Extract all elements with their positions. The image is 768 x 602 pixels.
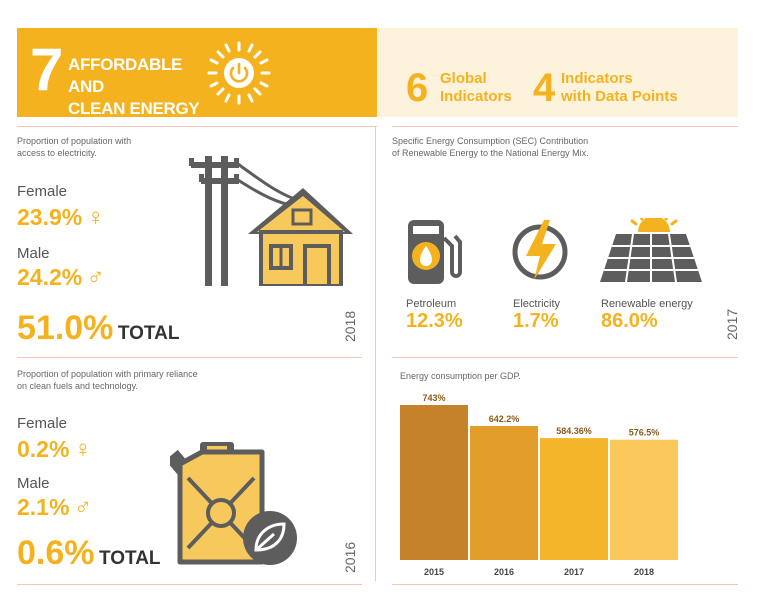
global-label-line2: Indicators bbox=[440, 88, 512, 105]
male-label: Male bbox=[17, 245, 50, 262]
divider bbox=[392, 126, 738, 127]
fuel-can-leaf-icon bbox=[170, 442, 297, 565]
source-value: 12.3% bbox=[406, 310, 463, 332]
female-symbol-icon: ♀ bbox=[73, 436, 92, 463]
male-label: Male bbox=[17, 475, 50, 492]
solar-panel-icon bbox=[600, 218, 702, 283]
year-label: 2018 bbox=[342, 310, 358, 342]
source-label: Renewable energy bbox=[601, 298, 693, 310]
global-label-line1: Global bbox=[440, 70, 487, 87]
total-stat: 51.0% TOTAL bbox=[17, 310, 179, 346]
bar-value-label: 584.36% bbox=[556, 426, 592, 436]
source-petroleum: Petroleum 12.3% bbox=[406, 298, 463, 333]
total-stat: 0.6% TOTAL bbox=[17, 535, 161, 571]
source-electricity: Electricity 1.7% bbox=[513, 298, 560, 333]
bar-value-label: 642.2% bbox=[489, 414, 520, 424]
divider bbox=[392, 357, 738, 358]
desc-line: Specific Energy Consumption (SEC) Contri… bbox=[392, 136, 589, 146]
female-label: Female bbox=[17, 183, 68, 200]
male-symbol-icon: ♂ bbox=[86, 264, 105, 291]
category-label: 2018 bbox=[634, 567, 654, 577]
goal-number: 7 bbox=[30, 36, 64, 103]
bar-value-label: 576.5% bbox=[629, 428, 660, 438]
male-symbol-icon: ♂ bbox=[73, 494, 92, 521]
electricity-access-desc: Proportion of population with access to … bbox=[17, 135, 131, 159]
energy-per-gdp-chart: 743% 2015 642.2% 2016 584.36% 2017 576.5% 2018 bbox=[400, 393, 678, 577]
desc-line: Proportion of population with primary re… bbox=[17, 369, 198, 379]
bar-value-label: 743% bbox=[422, 393, 445, 403]
divider bbox=[392, 584, 738, 585]
chart-title: Energy consumption per GDP. bbox=[400, 371, 521, 381]
bar-2018 bbox=[610, 439, 678, 560]
data-indicators-count: 4 bbox=[533, 66, 556, 110]
female-value: 23.9% bbox=[17, 204, 83, 230]
male-value: 2.1% bbox=[17, 494, 70, 520]
total-value: 0.6% bbox=[17, 534, 95, 572]
female-stat: 0.2% ♀ bbox=[17, 436, 92, 464]
source-label: Petroleum bbox=[406, 298, 457, 310]
column-divider bbox=[375, 126, 376, 581]
male-value: 24.2% bbox=[17, 264, 83, 290]
total-value: 51.0% bbox=[17, 309, 114, 347]
source-value: 86.0% bbox=[601, 310, 658, 332]
divider bbox=[17, 357, 362, 358]
data-label-line1: Indicators bbox=[561, 70, 633, 87]
clean-fuels-desc: Proportion of population with primary re… bbox=[17, 368, 198, 392]
category-label: 2017 bbox=[564, 567, 584, 577]
male-stat: 2.1% ♂ bbox=[17, 494, 92, 522]
male-stat: 24.2% ♂ bbox=[17, 264, 105, 292]
source-label: Electricity bbox=[513, 298, 561, 310]
global-indicators-count: 6 bbox=[406, 66, 429, 110]
energy-mix-desc: Specific Energy Consumption (SEC) Contri… bbox=[392, 135, 589, 159]
bar-2017 bbox=[540, 438, 608, 560]
female-label: Female bbox=[17, 415, 68, 432]
divider bbox=[17, 584, 362, 585]
female-value: 0.2% bbox=[17, 436, 70, 462]
desc-line: access to electricity. bbox=[17, 148, 97, 158]
bar-2016 bbox=[470, 426, 538, 560]
source-value: 1.7% bbox=[513, 310, 559, 332]
female-symbol-icon: ♀ bbox=[86, 204, 105, 231]
goal-title: AFFORDABLE AND CLEAN ENERGY bbox=[68, 54, 208, 120]
fuel-pump-icon bbox=[408, 220, 462, 284]
total-label: TOTAL bbox=[98, 548, 161, 569]
divider bbox=[17, 126, 377, 127]
indicators-banner bbox=[377, 28, 738, 117]
lightning-icon bbox=[512, 220, 568, 280]
goal-title-line1: AFFORDABLE AND bbox=[68, 55, 183, 96]
data-indicators-label: Indicators with Data Points bbox=[561, 70, 678, 106]
desc-line: Proportion of population with bbox=[17, 136, 132, 146]
total-label: TOTAL bbox=[117, 323, 180, 344]
desc-line: of Renewable Energy to the National Ener… bbox=[392, 148, 589, 158]
source-renewable: Renewable energy 86.0% bbox=[601, 298, 693, 333]
year-label: 2017 bbox=[724, 308, 740, 340]
goal-banner bbox=[17, 28, 377, 117]
goal-title-line2: CLEAN ENERGY bbox=[68, 99, 200, 118]
category-label: 2016 bbox=[494, 567, 514, 577]
data-label-line2: with Data Points bbox=[561, 88, 678, 105]
desc-line: on clean fuels and technology. bbox=[17, 381, 138, 391]
bar-2015 bbox=[400, 405, 468, 560]
female-stat: 23.9% ♀ bbox=[17, 204, 105, 232]
sun-power-icon bbox=[207, 41, 271, 105]
category-label: 2015 bbox=[424, 567, 444, 577]
global-indicators-label: Global Indicators bbox=[440, 70, 512, 106]
power-pole-house-icon bbox=[189, 156, 353, 286]
year-label: 2016 bbox=[342, 541, 358, 573]
